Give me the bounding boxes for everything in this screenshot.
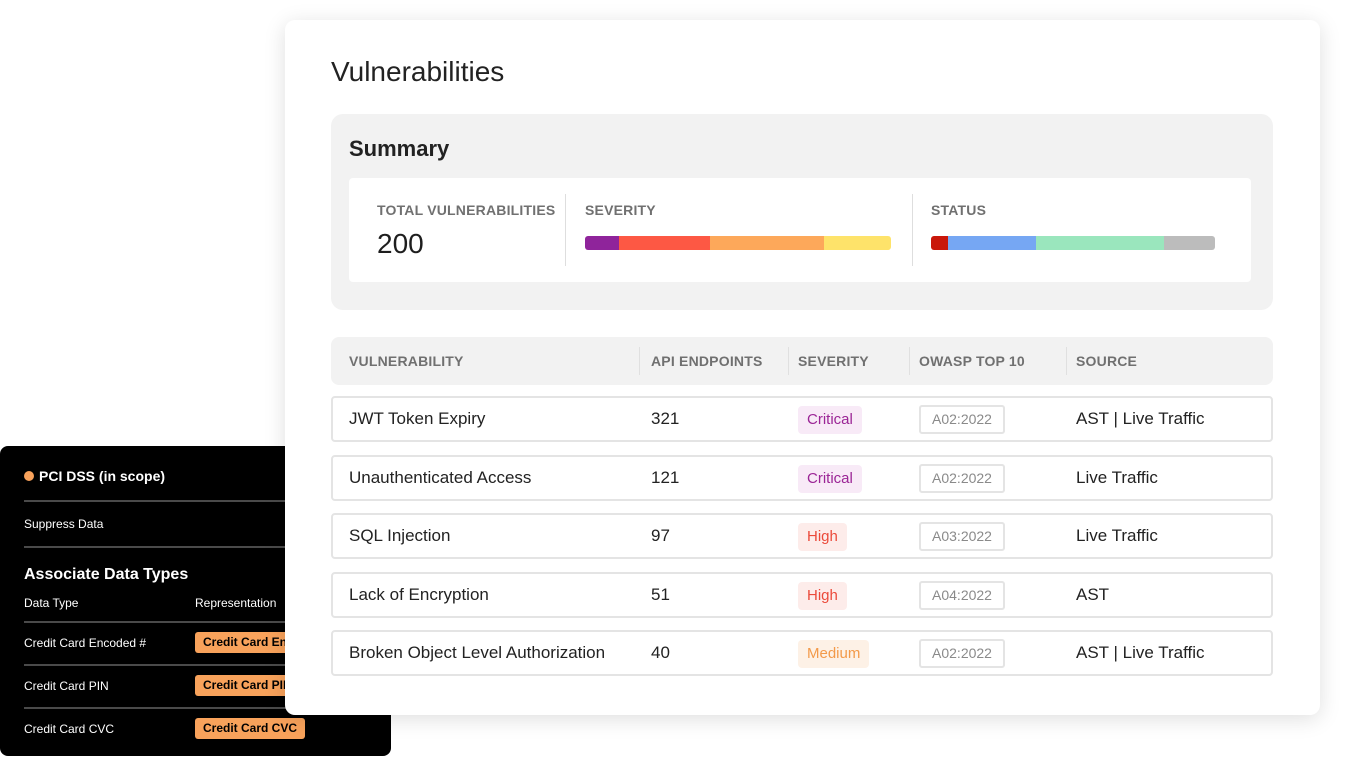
bar-segment (585, 236, 619, 250)
severity-label: SEVERITY (585, 202, 656, 218)
severity-badge: High (798, 523, 847, 551)
data-type-name: Credit Card CVC (24, 722, 115, 736)
api-endpoints-count: 121 (651, 467, 680, 487)
col-representation: Representation (195, 596, 277, 610)
divider (24, 664, 294, 666)
header-separator (788, 347, 789, 375)
source: Live Traffic (1076, 526, 1158, 545)
status-dot-icon (24, 471, 34, 481)
header-separator (639, 347, 640, 375)
table-row[interactable]: SQL Injection 97 High A03:2022 Live Traffic (331, 513, 1273, 559)
source: AST | Live Traffic (1076, 643, 1205, 662)
vulnerability-name: Unauthenticated Access (349, 467, 532, 487)
api-endpoints-count: 51 (651, 584, 670, 604)
api-endpoints-count: 321 (651, 409, 680, 428)
data-type-name: Credit Card Encoded # (24, 636, 147, 650)
api-endpoints-count: 97 (651, 526, 670, 545)
table-row[interactable]: Broken Object Level Authorization 40 Mediu… (331, 630, 1273, 676)
source: AST | Live Traffic (1076, 409, 1205, 428)
owasp-tag: A02:2022 (919, 463, 1005, 493)
data-type-row: Credit Card CVC Credit Card CVC (24, 708, 314, 750)
divider (24, 621, 294, 623)
source: AST (1076, 584, 1110, 604)
bar-segment (823, 236, 891, 250)
data-type-row: Credit Card PIN Credit Card PIN (24, 665, 314, 707)
vulnerability-name: Lack of Encryption (349, 584, 489, 604)
bar-segment (1163, 236, 1215, 250)
table-row[interactable]: Unauthenticated Access 121 Critical A02:202… (331, 454, 1273, 501)
header-separator (909, 347, 910, 375)
owasp-tag: A03:2022 (919, 522, 1005, 551)
severity-badge: Critical (798, 464, 862, 493)
divider (565, 194, 566, 266)
severity-badge: High (798, 581, 847, 610)
severity-distribution-bar[interactable] (585, 236, 891, 250)
severity-badge: Medium (798, 640, 870, 668)
header-separator (1066, 347, 1067, 375)
representation-chip: Credit Card PIN (195, 675, 300, 696)
vulnerability-rows: JWT Token Expiry 321 Critical A02:2022 AST |… (331, 396, 1273, 689)
page-title: Vulnerabilities (331, 56, 505, 87)
header-vulnerability[interactable]: VULNERABILITY (349, 353, 464, 369)
table-row[interactable]: JWT Token Expiry 321 Critical A02:2022 AST |… (331, 396, 1273, 442)
vulnerability-name: Broken Object Level Authorization (349, 643, 606, 662)
bar-segment (618, 236, 711, 250)
header-api-endpoints[interactable]: API ENDPOINTS (651, 353, 763, 369)
pci-header: PCI DSS (in scope) (24, 468, 165, 484)
severity-badge: Critical (798, 406, 862, 434)
header-source[interactable]: SOURCE (1076, 353, 1138, 369)
data-type-name: Credit Card PIN (24, 679, 109, 693)
summary-title: Summary (349, 136, 450, 161)
table-row[interactable]: Lack of Encryption 51 High A04:2022 AST (331, 571, 1273, 618)
header-severity[interactable]: SEVERITY (798, 353, 869, 369)
owasp-tag: A02:2022 (919, 639, 1005, 668)
summary-section: Summary TOTAL VULNERABILITIES 200 SEVERI… (331, 114, 1273, 310)
pci-title: PCI DSS (in scope) (39, 468, 166, 484)
suppress-data-option[interactable]: Suppress Data (24, 517, 104, 531)
owasp-tag: A02:2022 (919, 405, 1005, 434)
divider (24, 707, 294, 709)
vulnerability-name: SQL Injection (349, 526, 451, 545)
total-vulnerabilities-label: TOTAL VULNERABILITIES (377, 202, 556, 218)
divider (24, 500, 294, 502)
representation-chip: Credit Card CVC (195, 718, 306, 739)
bar-segment (948, 236, 1037, 250)
data-type-row: Credit Card Encoded # Credit Card Encode… (24, 622, 341, 664)
status-label: STATUS (931, 202, 987, 218)
divider (912, 194, 913, 266)
vulnerabilities-card: Vulnerabilities Summary TOTAL VULNERABIL… (285, 20, 1320, 715)
bar-segment (931, 236, 949, 250)
table-header: VULNERABILITY API ENDPOINTS SEVERITY OWA… (331, 337, 1273, 385)
vulnerability-name: JWT Token Expiry (349, 409, 486, 428)
bar-segment (1036, 236, 1164, 250)
owasp-tag: A04:2022 (919, 580, 1005, 610)
header-owasp[interactable]: OWASP TOP 10 (919, 353, 1025, 369)
api-endpoints-count: 40 (651, 643, 670, 662)
total-vulnerabilities-value: 200 (377, 228, 424, 259)
bar-segment (710, 236, 824, 250)
summary-stats: TOTAL VULNERABILITIES 200 SEVERITY STATU… (349, 178, 1251, 282)
associate-data-types-title: Associate Data Types (24, 566, 189, 583)
source: Live Traffic (1076, 467, 1158, 487)
divider (24, 546, 294, 548)
status-distribution-bar[interactable] (931, 236, 1215, 250)
col-data-type: Data Type (24, 596, 79, 610)
